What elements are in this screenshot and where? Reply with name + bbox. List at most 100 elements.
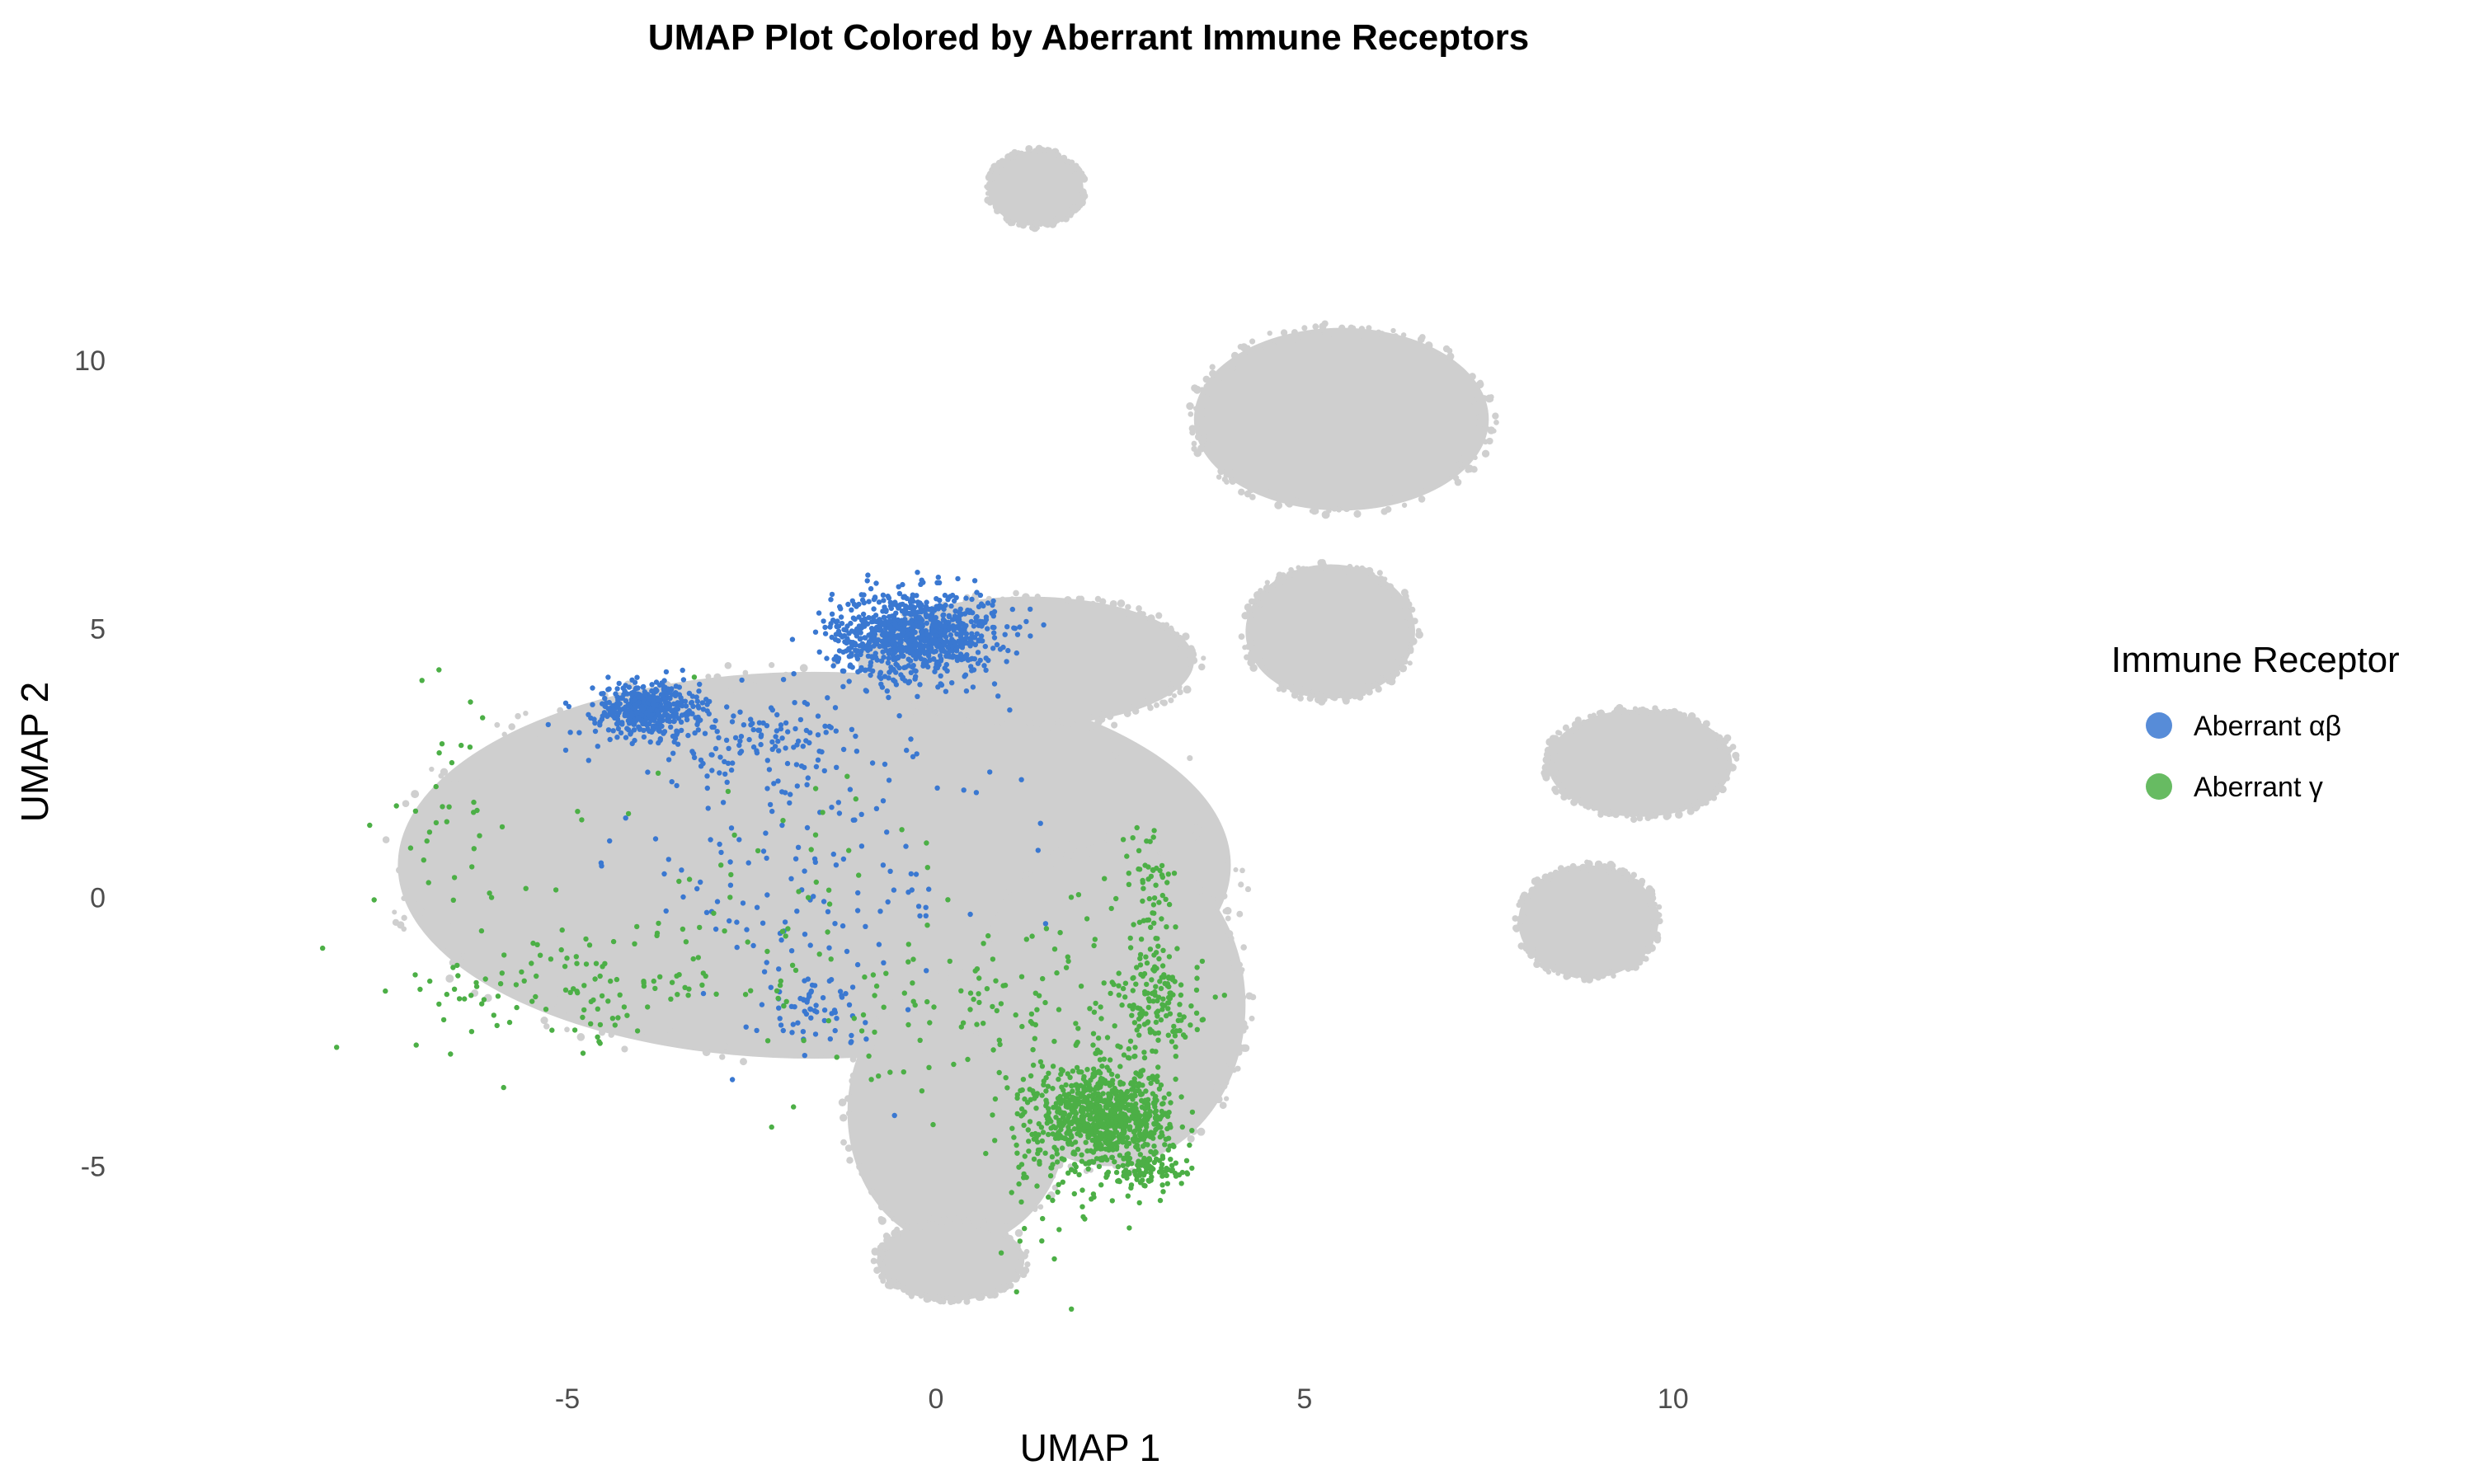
background-cell <box>1057 841 1064 848</box>
data-point <box>844 773 850 779</box>
data-point <box>842 639 848 645</box>
background-cell <box>1247 632 1254 640</box>
data-point <box>407 845 414 851</box>
data-point <box>473 984 480 989</box>
data-point <box>478 928 485 934</box>
data-point <box>991 630 997 636</box>
data-point <box>433 783 439 790</box>
background-cell <box>844 1144 853 1152</box>
data-point <box>754 748 760 754</box>
data-point <box>975 650 981 655</box>
data-point <box>1163 896 1169 903</box>
data-point <box>981 941 986 946</box>
data-point <box>1040 1129 1047 1135</box>
data-point <box>1034 1091 1041 1097</box>
data-point <box>1171 1023 1177 1030</box>
background-cell <box>719 1054 726 1060</box>
data-point <box>649 716 655 722</box>
data-point <box>454 962 460 969</box>
data-point <box>804 999 810 1005</box>
data-point <box>760 720 766 726</box>
background-cell <box>1245 992 1253 1000</box>
data-point <box>992 1138 998 1144</box>
data-point <box>914 593 920 599</box>
background-cell <box>1343 505 1351 513</box>
data-point <box>468 1029 475 1035</box>
data-point <box>943 602 948 608</box>
background-cell <box>1376 570 1383 576</box>
data-point <box>597 719 603 725</box>
data-point <box>1107 1057 1113 1063</box>
background-cell <box>425 899 431 905</box>
data-point <box>956 638 962 644</box>
data-point <box>605 727 612 733</box>
background-cell <box>1147 704 1154 711</box>
data-point <box>991 635 998 641</box>
data-point <box>885 594 891 599</box>
data-point <box>1041 622 1047 628</box>
data-point <box>1154 865 1159 871</box>
data-point <box>829 1011 835 1017</box>
background-cell <box>1271 492 1278 500</box>
background-cell <box>992 165 1000 173</box>
background-cell <box>1187 1134 1195 1143</box>
data-point <box>1098 1050 1103 1055</box>
data-point <box>661 678 667 683</box>
data-point <box>974 589 980 595</box>
data-point <box>1097 1141 1103 1147</box>
background-cell <box>1396 657 1405 665</box>
data-point <box>1118 1104 1124 1111</box>
background-cell <box>1182 632 1190 641</box>
background-cell <box>1347 563 1353 571</box>
background-cell <box>1109 599 1117 608</box>
background-cell <box>1004 218 1011 224</box>
data-point <box>618 707 623 713</box>
data-point <box>450 897 456 904</box>
data-point <box>745 860 751 866</box>
data-point <box>444 819 449 824</box>
data-point <box>659 692 665 698</box>
background-region-4 <box>1193 327 1489 511</box>
data-point <box>987 769 993 775</box>
background-cell <box>949 1296 957 1304</box>
data-point <box>785 926 791 932</box>
data-point <box>614 976 620 983</box>
background-cell <box>454 954 462 961</box>
data-point <box>668 996 674 1003</box>
data-point <box>1028 1011 1035 1017</box>
background-cell <box>1637 810 1643 816</box>
data-point <box>935 575 942 580</box>
data-point <box>451 875 458 881</box>
data-point <box>559 927 565 933</box>
background-cell <box>1204 440 1211 447</box>
data-point <box>866 639 872 645</box>
data-point <box>915 693 920 699</box>
data-point <box>886 777 892 783</box>
data-point <box>714 899 721 904</box>
background-cell <box>1472 386 1480 394</box>
data-point <box>651 978 656 984</box>
background-cell <box>1492 412 1499 420</box>
data-point <box>642 717 648 724</box>
data-point <box>872 634 877 641</box>
data-point <box>631 697 637 703</box>
background-cell <box>1209 364 1216 370</box>
data-point <box>856 614 862 620</box>
data-point <box>797 716 804 723</box>
background-cell <box>1056 155 1063 162</box>
background-cell <box>1198 893 1206 902</box>
data-point <box>940 623 946 629</box>
data-point <box>682 984 688 991</box>
data-point <box>1099 1064 1105 1069</box>
data-point <box>1005 647 1011 654</box>
background-cell <box>991 716 998 723</box>
data-point <box>763 830 769 836</box>
data-point <box>1125 1156 1131 1162</box>
data-point <box>1017 1238 1023 1244</box>
data-point <box>1058 1126 1064 1133</box>
background-cell <box>1190 656 1198 665</box>
data-point <box>1038 1125 1045 1130</box>
data-point <box>1164 880 1170 885</box>
data-point <box>1159 916 1164 922</box>
data-point <box>834 1016 840 1021</box>
